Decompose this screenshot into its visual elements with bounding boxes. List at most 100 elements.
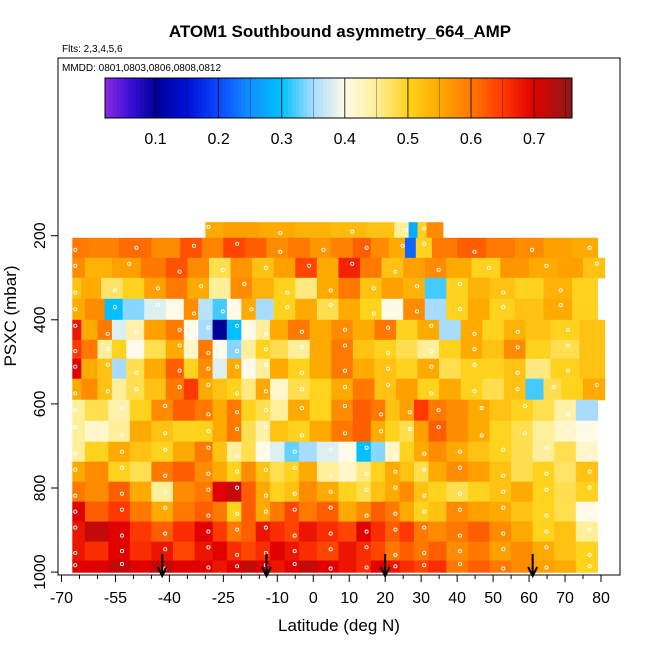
heatmap-cell (212, 521, 228, 543)
heatmap-cell (84, 420, 109, 443)
heatmap-cell (467, 298, 491, 321)
colorbar-segment (326, 78, 332, 118)
heatmap-cell (284, 481, 300, 503)
heatmap-cell (84, 441, 109, 463)
heatmap-cell (405, 237, 417, 259)
sample-point (501, 447, 506, 452)
heatmap-cell (212, 358, 228, 380)
heatmap-cell (309, 319, 332, 341)
colorbar-segment (280, 78, 285, 118)
sample-point (235, 564, 240, 569)
heatmap-cell (514, 277, 545, 300)
heatmap-cell (226, 521, 242, 543)
colorbar-segment (470, 78, 476, 118)
heatmap-cell (408, 222, 419, 239)
heatmap-cell (226, 378, 242, 401)
heatmap-cell (503, 358, 527, 380)
heatmap-cell (226, 319, 242, 341)
heatmap-cell (298, 560, 318, 573)
heatmap-cell (489, 399, 512, 422)
sample-point (235, 323, 240, 328)
heatmap-cell (356, 501, 372, 523)
sample-point (458, 561, 463, 567)
heatmap-cell (173, 461, 196, 483)
heatmap-cell (550, 358, 580, 380)
heatmap-cell (396, 319, 419, 341)
heatmap-cell (360, 277, 383, 300)
heatmap-cell (554, 399, 577, 422)
sample-point (364, 529, 369, 534)
heatmap-cell (316, 441, 340, 463)
sample-point (206, 382, 211, 388)
colorbar-segment (505, 78, 511, 118)
sample-point (206, 471, 211, 476)
heatmap-cell (298, 461, 318, 483)
heatmap-cell (511, 399, 534, 422)
heatmap-cell (396, 358, 419, 380)
heatmap-cell (212, 420, 228, 443)
heatmap-cell (151, 237, 181, 259)
sample-point (292, 491, 297, 496)
heatmap-cell (460, 378, 483, 401)
heatmap-cell (270, 461, 286, 483)
sample-point (436, 408, 441, 413)
sample-point (263, 493, 268, 498)
heatmap-cell (151, 441, 174, 463)
heatmap-cell (356, 461, 372, 483)
heatmap-cell (151, 481, 174, 503)
sample-point (235, 410, 240, 415)
sample-point (587, 469, 592, 474)
heatmap-cell (72, 298, 86, 321)
sample-point (501, 305, 506, 310)
sample-point (364, 471, 369, 476)
heatmap-cell (180, 237, 203, 259)
heatmap-cell (532, 501, 555, 523)
heatmap-cell (84, 521, 109, 543)
heatmap-cell (81, 358, 99, 380)
heatmap-cell (367, 222, 395, 239)
colorbar-segment (319, 78, 324, 118)
heatmap-cell (575, 521, 598, 543)
heatmap-cell (543, 277, 573, 300)
heatmap-cell (575, 461, 598, 483)
sample-point (235, 453, 240, 458)
colorbar-segment (463, 78, 468, 118)
heatmap-cell (428, 501, 447, 523)
heatmap-cell (370, 541, 386, 562)
sample-point (73, 349, 78, 354)
heatmap-cell (557, 257, 584, 279)
sample-point (501, 531, 506, 536)
sample-point (558, 288, 563, 293)
sample-point (206, 545, 211, 550)
heatmap-cell (338, 298, 361, 321)
sample-point (458, 507, 463, 512)
heatmap-cell (273, 277, 296, 300)
heatmap-cell (554, 481, 577, 503)
sample-point (163, 505, 168, 510)
heatmap-cell (417, 319, 440, 341)
sample-point (501, 473, 506, 478)
colorbar-segment (354, 78, 359, 118)
colorbar-segment (361, 78, 367, 118)
sample-point (393, 564, 398, 569)
heatmap-cell (108, 541, 131, 562)
sample-point (587, 485, 592, 490)
heatmap-cell (482, 378, 505, 401)
heatmap-cell (439, 339, 462, 360)
sample-point (191, 311, 197, 316)
heatmap-cell (241, 481, 257, 503)
heatmap-cells (72, 222, 606, 573)
heatmap-cell (194, 541, 214, 562)
heatmap-cell (482, 358, 505, 380)
heatmap-cell (198, 358, 214, 380)
colorbar-segment (400, 78, 406, 118)
sample-point (422, 451, 427, 456)
sample-point (119, 507, 125, 512)
colorbar-segment (252, 78, 258, 118)
heatmap-cell (144, 378, 167, 401)
profile-arrow (261, 554, 272, 579)
sample-point (235, 469, 240, 474)
heatmap-cell (255, 481, 271, 503)
sample-point (206, 412, 211, 417)
sample-point (414, 309, 420, 314)
